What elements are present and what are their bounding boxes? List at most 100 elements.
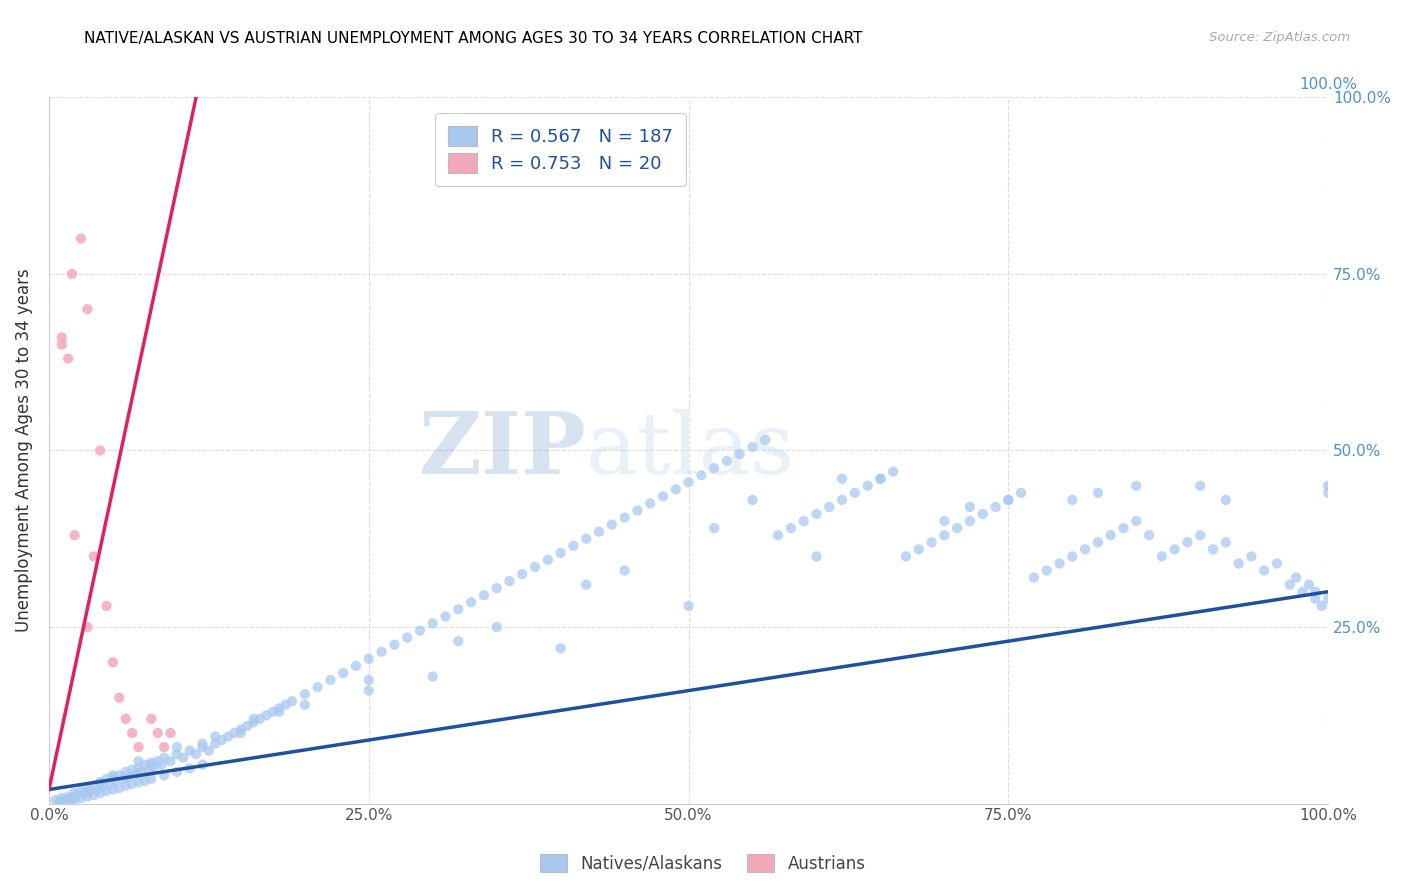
Point	[73, 786, 96, 800]
Point	[146, 754, 169, 768]
Point	[934, 528, 956, 542]
Point	[56, 789, 79, 804]
Point	[128, 740, 150, 755]
Point	[382, 638, 405, 652]
Point	[138, 763, 160, 777]
Point	[678, 599, 700, 613]
Point	[1240, 549, 1263, 564]
Point	[754, 433, 776, 447]
Point	[128, 761, 150, 775]
Point	[224, 726, 246, 740]
Point	[485, 620, 508, 634]
Point	[357, 652, 380, 666]
Point	[690, 468, 713, 483]
Point	[70, 791, 93, 805]
Point	[907, 542, 929, 557]
Point	[1062, 492, 1084, 507]
Point	[498, 574, 520, 588]
Point	[1099, 528, 1122, 542]
Point	[1177, 535, 1199, 549]
Point	[66, 788, 89, 802]
Point	[294, 698, 316, 712]
Point	[806, 549, 828, 564]
Point	[249, 712, 271, 726]
Point	[1317, 486, 1340, 500]
Point	[409, 624, 432, 638]
Point	[1305, 591, 1327, 606]
Point	[79, 784, 101, 798]
Point	[101, 656, 124, 670]
Point	[652, 489, 675, 503]
Point	[121, 777, 143, 791]
Point	[1049, 557, 1071, 571]
Point	[150, 757, 173, 772]
Point	[638, 496, 661, 510]
Point	[51, 337, 73, 351]
Point	[134, 774, 156, 789]
Point	[121, 763, 143, 777]
Point	[153, 768, 176, 782]
Point	[856, 479, 879, 493]
Point	[60, 791, 83, 805]
Point	[51, 791, 73, 805]
Point	[728, 447, 751, 461]
Point	[242, 715, 264, 730]
Point	[89, 775, 111, 789]
Point	[1305, 584, 1327, 599]
Point	[51, 330, 73, 344]
Point	[83, 549, 105, 564]
Point	[60, 267, 83, 281]
Point	[269, 705, 291, 719]
Point	[56, 792, 79, 806]
Point	[159, 726, 181, 740]
Point	[236, 719, 259, 733]
Point	[344, 659, 367, 673]
Point	[125, 767, 148, 781]
Point	[357, 673, 380, 687]
Text: atlas: atlas	[586, 409, 796, 492]
Point	[524, 560, 547, 574]
Point	[1074, 542, 1097, 557]
Point	[793, 514, 815, 528]
Point	[129, 764, 152, 779]
Point	[112, 772, 135, 786]
Point	[1010, 486, 1032, 500]
Point	[146, 726, 169, 740]
Point	[600, 517, 623, 532]
Point	[179, 761, 201, 775]
Point	[510, 567, 533, 582]
Point	[588, 524, 610, 539]
Point	[191, 737, 214, 751]
Point	[1125, 479, 1147, 493]
Point	[703, 461, 725, 475]
Point	[101, 768, 124, 782]
Point	[447, 634, 470, 648]
Point	[191, 740, 214, 755]
Point	[53, 794, 76, 808]
Point	[166, 740, 188, 755]
Point	[191, 757, 214, 772]
Point	[108, 690, 131, 705]
Text: Source: ZipAtlas.com: Source: ZipAtlas.com	[1209, 31, 1350, 45]
Point	[537, 553, 560, 567]
Point	[56, 351, 79, 366]
Point	[1189, 479, 1212, 493]
Point	[1125, 514, 1147, 528]
Point	[447, 602, 470, 616]
Point	[1035, 564, 1057, 578]
Point	[141, 756, 163, 770]
Point	[70, 231, 93, 245]
Point	[934, 514, 956, 528]
Point	[307, 680, 329, 694]
Point	[959, 500, 981, 514]
Text: NATIVE/ALASKAN VS AUSTRIAN UNEMPLOYMENT AMONG AGES 30 TO 34 YEARS CORRELATION CH: NATIVE/ALASKAN VS AUSTRIAN UNEMPLOYMENT …	[84, 31, 863, 46]
Point	[86, 782, 108, 797]
Point	[172, 750, 194, 764]
Point	[63, 786, 86, 800]
Point	[1087, 535, 1109, 549]
Point	[972, 507, 994, 521]
Point	[959, 514, 981, 528]
Point	[63, 528, 86, 542]
Point	[1150, 549, 1173, 564]
Point	[179, 744, 201, 758]
